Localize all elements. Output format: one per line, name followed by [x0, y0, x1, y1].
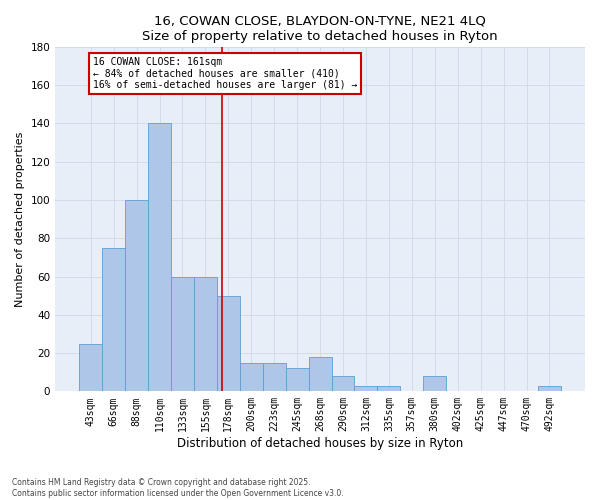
Text: 16 COWAN CLOSE: 161sqm
← 84% of detached houses are smaller (410)
16% of semi-de: 16 COWAN CLOSE: 161sqm ← 84% of detached…: [92, 56, 357, 90]
X-axis label: Distribution of detached houses by size in Ryton: Distribution of detached houses by size …: [177, 437, 463, 450]
Bar: [308, 357, 332, 392]
Bar: [538, 386, 561, 392]
Y-axis label: Number of detached properties: Number of detached properties: [15, 132, 25, 307]
Bar: [263, 362, 286, 392]
Bar: [377, 386, 400, 392]
Bar: [423, 376, 446, 392]
Bar: [194, 276, 217, 392]
Bar: [332, 376, 355, 392]
Bar: [102, 248, 125, 392]
Text: Contains HM Land Registry data © Crown copyright and database right 2025.
Contai: Contains HM Land Registry data © Crown c…: [12, 478, 344, 498]
Bar: [125, 200, 148, 392]
Bar: [286, 368, 308, 392]
Bar: [240, 362, 263, 392]
Bar: [148, 124, 171, 392]
Bar: [355, 386, 377, 392]
Bar: [79, 344, 102, 392]
Title: 16, COWAN CLOSE, BLAYDON-ON-TYNE, NE21 4LQ
Size of property relative to detached: 16, COWAN CLOSE, BLAYDON-ON-TYNE, NE21 4…: [142, 15, 498, 43]
Bar: [171, 276, 194, 392]
Bar: [217, 296, 240, 392]
